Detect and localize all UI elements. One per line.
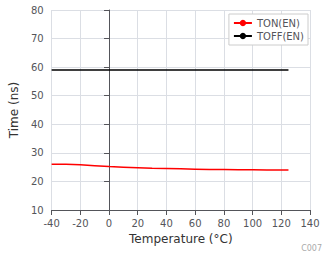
svg-text:140: 140 <box>300 218 319 229</box>
svg-text:20: 20 <box>131 218 144 229</box>
svg-text:10: 10 <box>31 205 44 216</box>
svg-text:40: 40 <box>160 218 173 229</box>
svg-text:Temperature (°C): Temperature (°C) <box>128 232 233 246</box>
svg-text:70: 70 <box>31 33 44 44</box>
svg-text:TON(EN): TON(EN) <box>256 18 300 29</box>
svg-text:TOFF(EN): TOFF(EN) <box>256 31 304 42</box>
svg-text:80: 80 <box>218 218 231 229</box>
svg-text:80: 80 <box>31 5 44 16</box>
svg-text:30: 30 <box>31 147 44 158</box>
svg-text:20: 20 <box>31 176 44 187</box>
svg-text:-40: -40 <box>43 218 59 229</box>
svg-text:Time (ns): Time (ns) <box>7 82 21 139</box>
svg-text:40: 40 <box>31 119 44 130</box>
svg-text:-20: -20 <box>72 218 88 229</box>
svg-text:C007: C007 <box>301 244 322 253</box>
svg-text:100: 100 <box>243 218 262 229</box>
svg-text:60: 60 <box>189 218 202 229</box>
svg-text:120: 120 <box>272 218 291 229</box>
svg-text:50: 50 <box>31 90 44 101</box>
svg-text:0: 0 <box>106 218 112 229</box>
svg-text:60: 60 <box>31 62 44 73</box>
